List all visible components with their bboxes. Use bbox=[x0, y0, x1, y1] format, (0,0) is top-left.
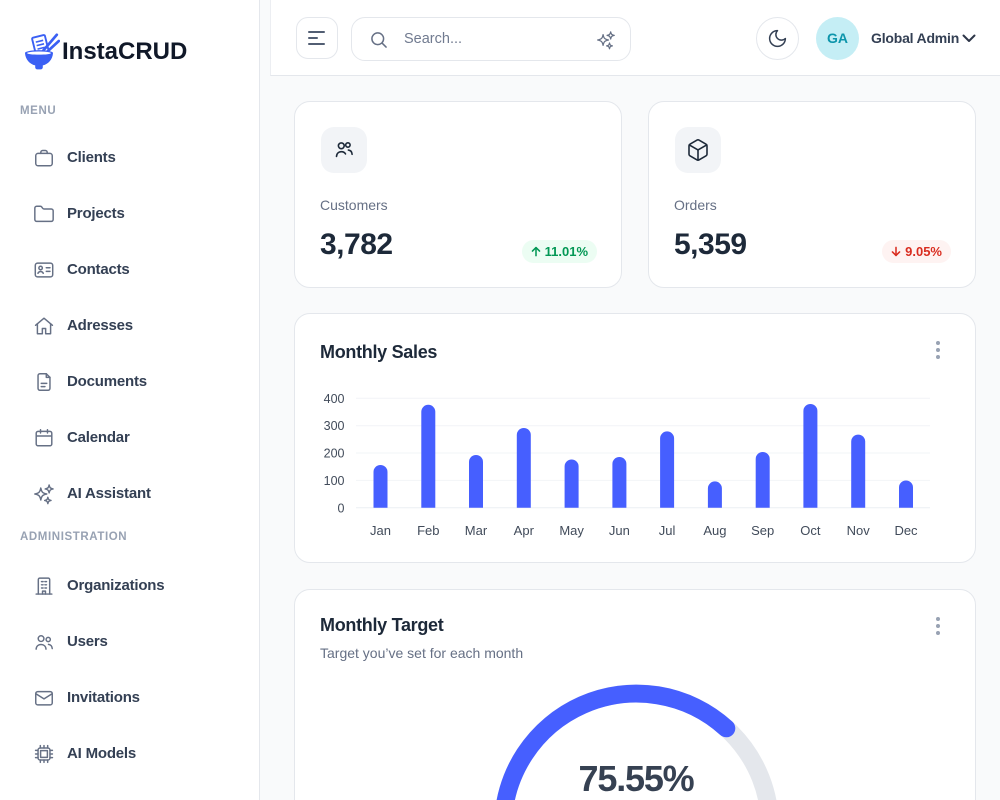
svg-text:May: May bbox=[559, 523, 584, 538]
svg-text:Jun: Jun bbox=[609, 523, 630, 538]
svg-text:Mar: Mar bbox=[465, 523, 488, 538]
svg-text:100: 100 bbox=[324, 474, 345, 488]
svg-text:200: 200 bbox=[324, 447, 345, 461]
svg-text:Oct: Oct bbox=[800, 523, 821, 538]
svg-text:Nov: Nov bbox=[847, 523, 871, 538]
svg-text:Jan: Jan bbox=[370, 523, 391, 538]
svg-text:0: 0 bbox=[338, 501, 345, 515]
svg-text:Feb: Feb bbox=[417, 523, 439, 538]
svg-text:300: 300 bbox=[324, 419, 345, 433]
svg-text:Apr: Apr bbox=[514, 523, 535, 538]
svg-text:Sep: Sep bbox=[751, 523, 774, 538]
svg-text:Jul: Jul bbox=[659, 523, 676, 538]
svg-text:400: 400 bbox=[324, 392, 345, 406]
svg-text:Aug: Aug bbox=[703, 523, 726, 538]
svg-text:Dec: Dec bbox=[894, 523, 918, 538]
